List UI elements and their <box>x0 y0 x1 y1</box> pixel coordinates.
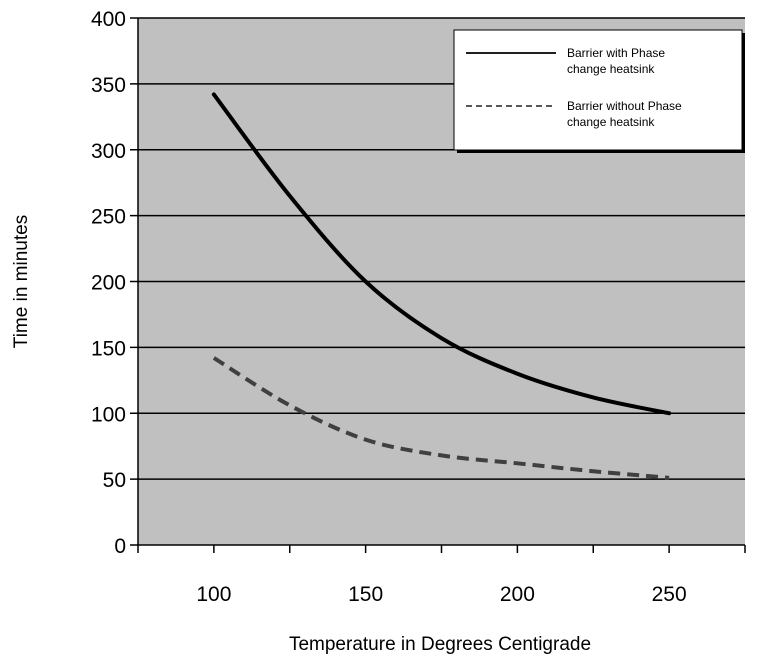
y-tick-label: 100 <box>91 403 126 426</box>
y-tick-label: 300 <box>91 140 126 163</box>
axes <box>130 17 746 553</box>
x-axis-title: Temperature in Degrees Centigrade <box>289 634 591 655</box>
y-tick-label: 150 <box>91 337 126 360</box>
legend-label-1: change heatsink <box>567 62 655 76</box>
legend: Barrier with Phase change heatsink Barrier… <box>453 29 745 153</box>
y-tick-label: 200 <box>91 272 126 295</box>
y-tick-label: 50 <box>103 469 126 492</box>
y-tick-label: 0 <box>114 535 126 558</box>
y-tick-label: 350 <box>91 74 126 97</box>
legend-label-1: Barrier with Phase <box>567 46 665 60</box>
series-line-2 <box>212 356 670 480</box>
series-line-1 <box>211 92 672 416</box>
legend-box <box>453 29 743 151</box>
tick-labels: 0 50 100 150 200 250 300 350 400 100 150 200 250 <box>91 8 687 606</box>
x-tick-label: 150 <box>348 583 383 606</box>
x-tick-label: 250 <box>652 583 687 606</box>
y-tick-label: 400 <box>91 8 126 31</box>
y-tick-label: 250 <box>91 206 126 229</box>
series-lines <box>211 92 672 480</box>
x-tick-label: 200 <box>500 583 535 606</box>
legend-label-2: change heatsink <box>567 115 655 129</box>
y-axis-title: Time in minutes <box>11 215 32 348</box>
legend-label-2: Barrier without Phase <box>567 99 682 113</box>
x-tick-label: 100 <box>196 583 231 606</box>
